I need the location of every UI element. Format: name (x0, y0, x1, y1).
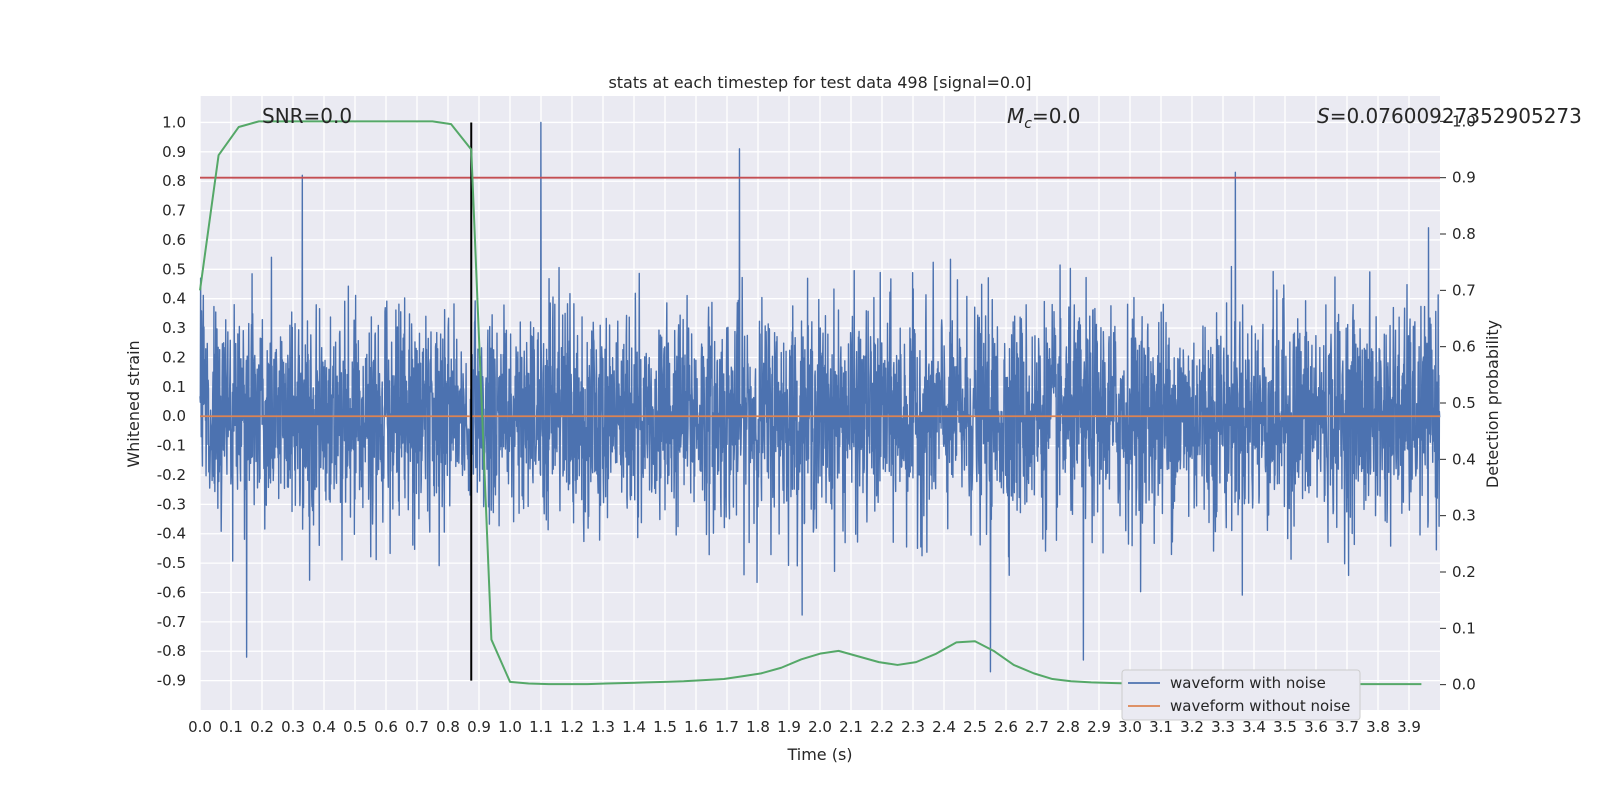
legend-label-noise: waveform with noise (1170, 674, 1326, 692)
x-tick-label: 0.4 (312, 718, 336, 736)
x-tick-label: 0.0 (188, 718, 212, 736)
x-tick-label: 0.1 (219, 718, 243, 736)
right-y-tick-labels: 1.0 0.9 0.8 0.7 0.6 0.5 0.4 0.3 0.2 0.1 0.0 (1440, 112, 1476, 694)
x-tick-label: 1.4 (622, 718, 646, 736)
x-tick-label: 1.3 (591, 718, 615, 736)
x-tick-label: 3.6 (1304, 718, 1328, 736)
right-y-tick-label: 0.5 (1452, 394, 1476, 412)
x-tick-label: 3.2 (1180, 718, 1204, 736)
x-tick-label: 2.0 (808, 718, 832, 736)
x-tick-label: 3.5 (1273, 718, 1297, 736)
x-tick-label: 0.9 (467, 718, 491, 736)
x-tick-label: 2.2 (870, 718, 894, 736)
left-y-tick-label: 1.0 (162, 113, 186, 131)
x-tick-labels: 0.0 0.1 0.2 0.3 0.4 0.5 0.6 0.7 0.8 0.9 1.0 1.1 1.2 1… (188, 718, 1421, 736)
right-y-axis-label: Detection probability (1483, 320, 1502, 488)
left-y-tick-label: -0.6 (157, 583, 186, 601)
x-tick-label: 2.7 (1025, 718, 1049, 736)
left-y-tick-label: -0.4 (157, 525, 186, 543)
x-tick-label: 0.8 (436, 718, 460, 736)
x-tick-label: 1.8 (746, 718, 770, 736)
left-y-tick-label: 0.0 (162, 407, 186, 425)
x-tick-label: 3.8 (1366, 718, 1390, 736)
left-y-tick-label: 0.6 (162, 231, 186, 249)
x-tick-label: 3.7 (1335, 718, 1359, 736)
right-y-tick-label: 0.8 (1452, 225, 1476, 243)
x-tick-label: 3.0 (1118, 718, 1142, 736)
x-tick-label: 3.3 (1211, 718, 1235, 736)
left-y-tick-label: -0.5 (157, 554, 186, 572)
left-y-tick-label: 0.2 (162, 348, 186, 366)
x-tick-label: 0.7 (405, 718, 429, 736)
x-tick-label: 2.5 (963, 718, 987, 736)
x-tick-label: 2.3 (901, 718, 925, 736)
left-y-axis-label: Whitened strain (124, 340, 143, 467)
x-tick-label: 0.6 (374, 718, 398, 736)
right-y-tick-label: 0.6 (1452, 338, 1476, 356)
left-y-tick-label: -0.8 (157, 642, 186, 660)
right-y-tick-label: 0.0 (1452, 676, 1476, 694)
left-y-tick-label: 0.7 (162, 202, 186, 220)
left-y-tick-label: -0.2 (157, 466, 186, 484)
chart-title: stats at each timestep for test data 498… (608, 73, 1031, 92)
x-tick-label: 1.0 (498, 718, 522, 736)
left-y-tick-label: 0.9 (162, 143, 186, 161)
left-y-tick-label: -0.3 (157, 495, 186, 513)
right-y-tick-label: 0.7 (1452, 281, 1476, 299)
x-axis-label: Time (s) (786, 745, 852, 764)
x-tick-label: 3.1 (1149, 718, 1173, 736)
x-tick-label: 0.5 (343, 718, 367, 736)
right-y-tick-label: 0.9 (1452, 169, 1476, 187)
x-tick-label: 2.4 (932, 718, 956, 736)
left-y-tick-label: -0.7 (157, 613, 186, 631)
x-tick-label: 0.2 (250, 718, 274, 736)
left-y-tick-label: 0.8 (162, 172, 186, 190)
x-tick-label: 1.7 (715, 718, 739, 736)
x-tick-label: 1.5 (653, 718, 677, 736)
snr-annotation: SNR=0.0 (262, 104, 352, 128)
left-y-tick-label: -0.9 (157, 672, 186, 690)
x-tick-label: 2.9 (1087, 718, 1111, 736)
left-y-tick-label: 0.3 (162, 319, 186, 337)
noise-waveform-series (199, 121, 1441, 673)
legend-box (1121, 669, 1361, 721)
x-tick-label: 3.9 (1397, 718, 1421, 736)
x-tick-label: 2.8 (1056, 718, 1080, 736)
legend-label-clean: waveform without noise (1170, 697, 1350, 715)
left-y-tick-label: 0.1 (162, 378, 186, 396)
chirp-mass-annotation: Mc=0.0 (1007, 104, 1081, 132)
right-y-tick-label: 0.2 (1452, 563, 1476, 581)
score-annotation: S=0.07600927352905273 (1317, 104, 1582, 128)
x-tick-label: 3.4 (1242, 718, 1266, 736)
left-y-tick-label: 0.4 (162, 290, 186, 308)
x-tick-label: 1.1 (529, 718, 553, 736)
right-y-tick-label: 0.3 (1452, 507, 1476, 525)
left-y-tick-label: -0.1 (157, 437, 186, 455)
noise-waveform-line (199, 121, 1441, 673)
left-y-tick-labels: 1.0 0.9 0.8 0.7 0.6 0.5 0.4 0.3 0.2 0.1 0.0 -0.1 -0.… (157, 113, 186, 689)
right-y-tick-label: 1.0 (1452, 112, 1476, 130)
x-tick-label: 0.3 (281, 718, 305, 736)
right-y-tick-label: 0.1 (1452, 619, 1476, 637)
x-tick-label: 1.2 (560, 718, 584, 736)
x-tick-label: 2.1 (839, 718, 863, 736)
x-tick-label: 2.6 (994, 718, 1018, 736)
right-y-tick-label: 0.4 (1452, 450, 1476, 468)
left-y-tick-label: 0.5 (162, 260, 186, 278)
legend: waveform with noise waveform without noi… (1121, 669, 1361, 721)
x-tick-label: 1.6 (684, 718, 708, 736)
x-tick-label: 1.9 (777, 718, 801, 736)
